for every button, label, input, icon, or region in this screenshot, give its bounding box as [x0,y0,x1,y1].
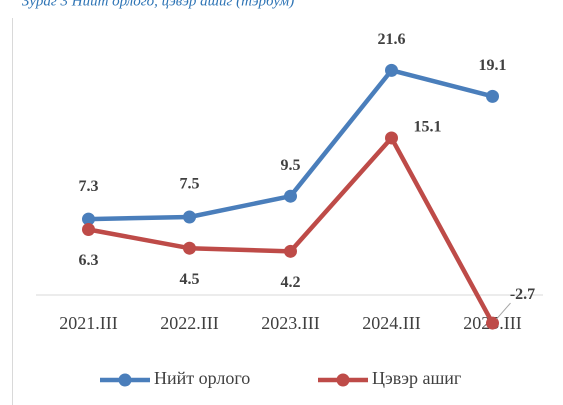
legend-label: Цэвэр ашиг [372,368,461,388]
marker [486,316,499,330]
chart-title: Зураг 3 Нийт орлого, цэвэр ашиг (тэрбум) [22,0,294,9]
marker [284,189,297,203]
marker [82,212,95,226]
legend-marker [118,373,132,387]
data-label: -2.7 [510,286,535,303]
data-label: 7.5 [180,176,200,193]
marker [183,241,196,255]
leader-line [496,302,511,320]
data-label: 15.1 [414,119,442,136]
marker [385,131,398,145]
data-label: 4.2 [281,274,301,291]
data-label: 4.5 [180,271,200,288]
legend-marker [336,373,350,387]
marker [486,89,499,103]
data-label: 7.3 [79,178,99,195]
marker [284,244,297,258]
legend-label: Нийт орлого [154,368,250,388]
marker [82,222,95,236]
data-label: 21.6 [378,31,406,48]
data-label: 6.3 [79,252,99,269]
data-label: 9.5 [281,157,301,174]
marker [183,210,196,224]
x-tick-label: 2023.III [261,313,319,333]
x-tick-label: 2022.III [160,313,218,333]
x-tick-label: 2024.III [362,313,420,333]
x-tick-label: 2021.III [59,313,117,333]
marker [385,63,398,77]
data-label: 19.1 [479,57,507,74]
